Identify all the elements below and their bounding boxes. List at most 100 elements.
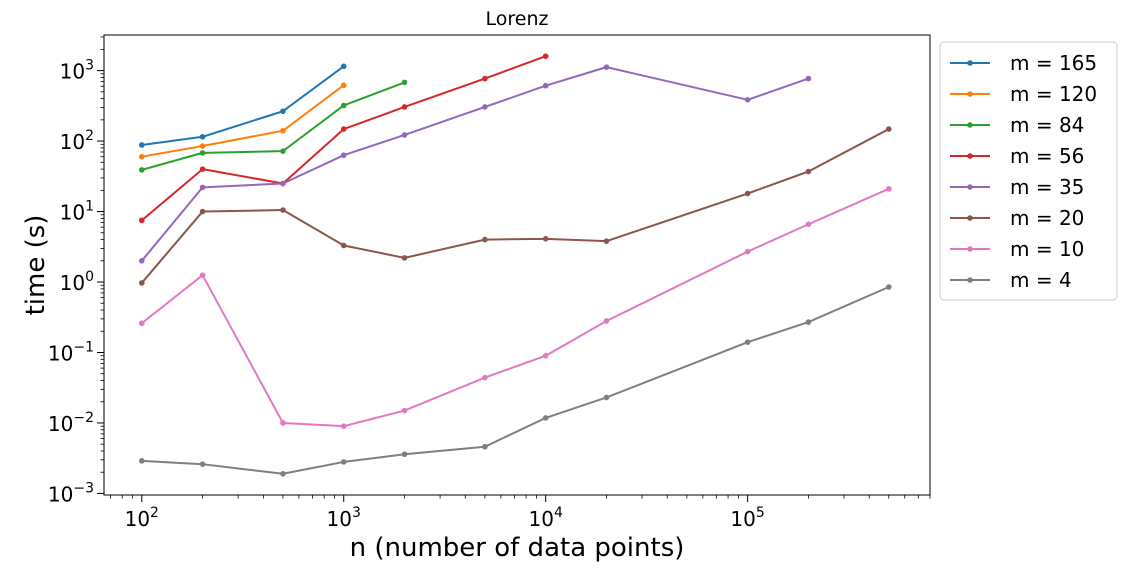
series-3: [138, 79, 408, 173]
y-tick-label: 10−2: [48, 410, 94, 436]
data-point: [199, 166, 206, 172]
x-tick-label: 102: [125, 505, 159, 531]
data-point: [199, 143, 206, 149]
data-point: [199, 184, 206, 191]
x-axis-label: n (number of data points): [350, 533, 685, 563]
legend: m = 165 m = 120 m = 84 m = 56 m = 35 m = 20 m …: [939, 41, 1118, 301]
data-point: [138, 153, 145, 160]
data-point: [482, 75, 488, 82]
series-5: [138, 64, 812, 264]
data-point: [482, 104, 488, 110]
legend-label: m = 165: [1010, 51, 1097, 75]
data-point: [805, 75, 812, 82]
legend-item: m = 10: [950, 237, 1084, 261]
data-point: [340, 102, 347, 109]
data-point: [138, 320, 145, 327]
data-point: [603, 64, 610, 70]
data-point: [138, 142, 145, 148]
legend-label: m = 56: [1010, 144, 1084, 168]
data-point: [280, 207, 286, 213]
series-8: [138, 284, 892, 477]
data-point: [280, 148, 286, 154]
data-point: [280, 420, 286, 426]
data-point: [401, 407, 408, 414]
data-point: [340, 152, 347, 159]
data-point: [805, 319, 812, 325]
legend-item: m = 165: [950, 51, 1097, 75]
series-6: [138, 126, 892, 286]
data-point: [603, 394, 610, 401]
data-point: [138, 280, 145, 286]
legend-marker: [967, 60, 973, 66]
data-point: [744, 190, 751, 197]
y-tick-label: 100: [60, 269, 94, 295]
legend-item: m = 84: [950, 113, 1084, 137]
chart-title: Lorenz: [486, 8, 549, 30]
data-point: [885, 186, 892, 192]
legend-marker: [967, 153, 973, 159]
legend-label: m = 35: [1010, 175, 1084, 199]
data-point: [542, 82, 549, 89]
x-tick-label: 103: [327, 505, 361, 531]
series-2: [138, 82, 347, 160]
legend-label: m = 20: [1010, 206, 1084, 230]
legend-item: m = 4: [950, 268, 1072, 292]
data-point: [603, 318, 610, 324]
y-tick-label: 102: [60, 128, 94, 154]
data-point: [744, 248, 751, 255]
data-point: [401, 451, 408, 458]
data-point: [138, 458, 145, 464]
data-point: [805, 221, 812, 228]
data-point: [138, 258, 145, 264]
data-point: [199, 208, 206, 215]
data-point: [744, 97, 751, 103]
data-point: [340, 126, 347, 132]
data-point: [482, 443, 488, 450]
data-point: [340, 63, 347, 70]
x-tick-label: 104: [528, 505, 562, 531]
legend-marker: [967, 122, 973, 128]
legend-frame: [939, 41, 1118, 301]
legend-marker: [967, 184, 973, 190]
data-point: [340, 459, 347, 465]
y-tick-label: 103: [60, 58, 94, 84]
legend-marker: [967, 277, 973, 283]
y-tick-label: 10−3: [48, 480, 94, 506]
data-point: [885, 126, 892, 132]
data-point: [280, 127, 286, 134]
data-point: [401, 104, 408, 110]
data-point: [138, 167, 145, 173]
legend-item: m = 120: [950, 82, 1097, 106]
y-axis-label: time (s): [21, 215, 51, 316]
legend-item: m = 20: [950, 206, 1084, 230]
data-point: [805, 168, 812, 175]
legend-marker: [967, 246, 973, 252]
legend-label: m = 120: [1010, 82, 1097, 106]
data-point: [603, 238, 610, 244]
y-tick-label: 101: [60, 199, 94, 225]
data-point: [542, 352, 549, 359]
data-point: [542, 415, 549, 421]
data-point: [744, 339, 751, 345]
data-point: [401, 132, 408, 138]
x-tick-label: 105: [730, 505, 764, 531]
data-point: [199, 272, 206, 278]
data-point: [340, 423, 347, 429]
legend-marker: [967, 91, 973, 97]
data-point: [401, 255, 408, 261]
legend-item: m = 35: [950, 175, 1084, 199]
data-point: [199, 150, 206, 156]
legend-label: m = 4: [1010, 268, 1072, 292]
data-point: [340, 82, 347, 89]
series-1: [138, 63, 347, 148]
data-point: [885, 284, 892, 290]
data-point: [280, 108, 286, 115]
legend-marker: [967, 215, 973, 221]
legend-label: m = 84: [1010, 113, 1084, 137]
data-point: [199, 133, 206, 140]
data-point: [482, 374, 488, 381]
data-point: [482, 236, 488, 243]
series-line: [141, 84, 345, 158]
